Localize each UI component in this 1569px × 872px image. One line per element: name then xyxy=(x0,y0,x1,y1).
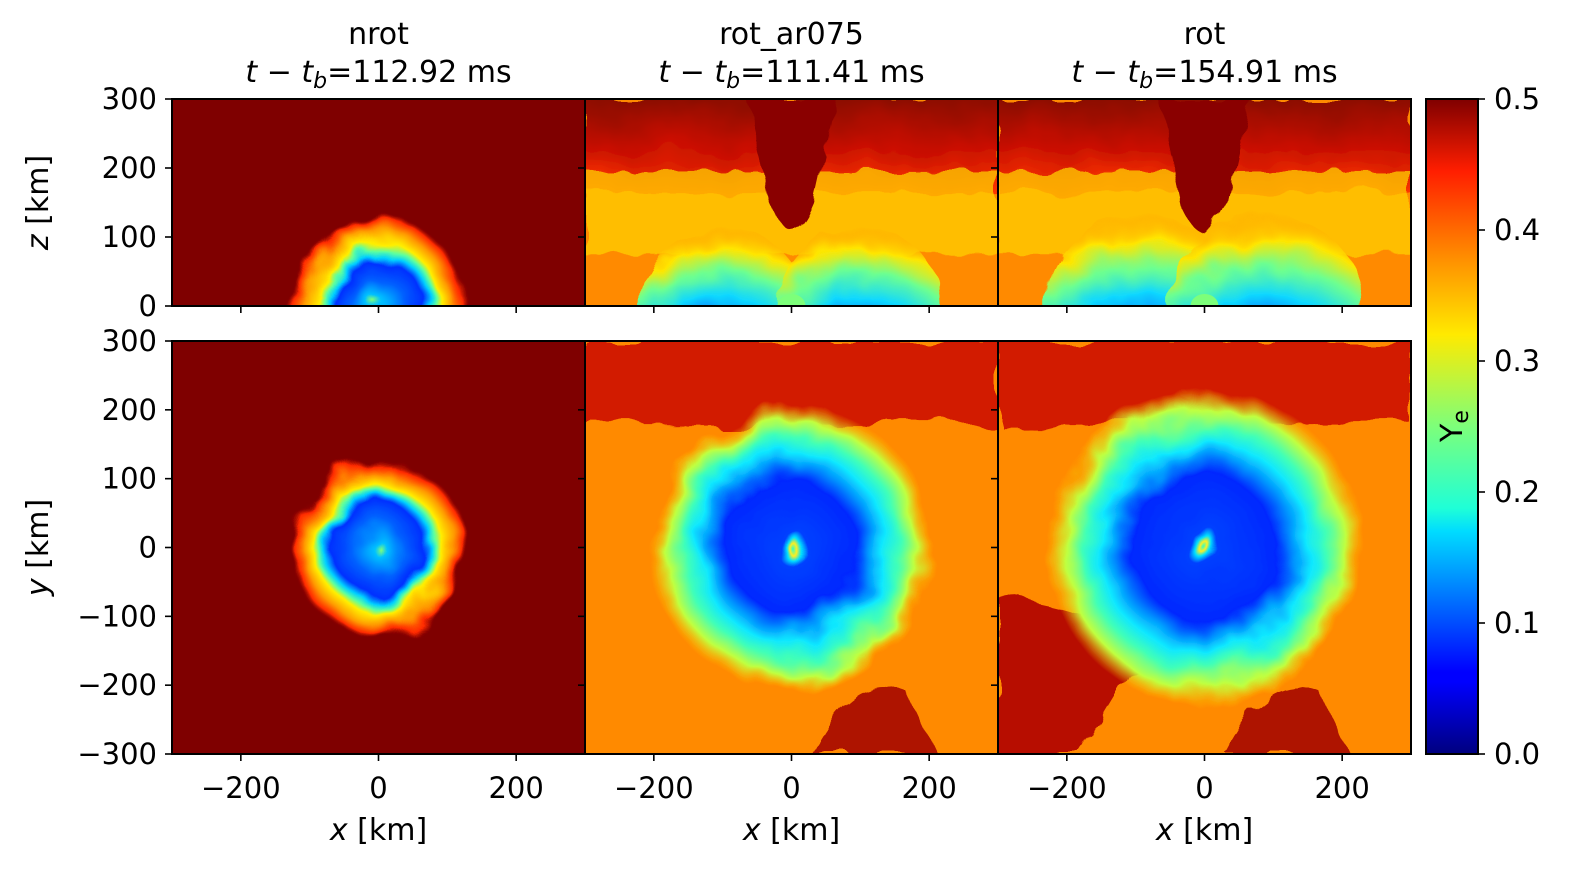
colorbar-tick-label: 0.4 xyxy=(1494,213,1540,247)
x-tick-label: 200 xyxy=(1314,771,1369,805)
panel-lower-nrot xyxy=(172,341,585,754)
y-tick-label: −300 xyxy=(77,737,157,771)
panel-time-nrot: t − tb=112.92 ms xyxy=(245,55,511,94)
x-tick-label: 0 xyxy=(782,771,800,805)
x-tick-label: 200 xyxy=(488,771,543,805)
panel-lower-rot xyxy=(998,341,1411,754)
panel-upper-rot_ar075 xyxy=(585,99,998,306)
y-axis-label: z [km] xyxy=(21,155,56,251)
y-tick-label: −200 xyxy=(77,668,157,702)
spiral-disk xyxy=(649,405,934,690)
panel-title-rot_ar075: rot_ar075 xyxy=(719,17,864,52)
y-tick-label: 200 xyxy=(102,151,157,185)
y-tick-label: 100 xyxy=(102,220,157,254)
panel-upper-rot xyxy=(998,99,1411,306)
panel-time-rot_ar075: t − tb=111.41 ms xyxy=(658,55,924,94)
x-tick-label: −200 xyxy=(614,771,694,805)
spiral-disk xyxy=(1046,389,1363,706)
panel-title-rot: rot xyxy=(1184,17,1226,52)
panel-title-nrot: nrot xyxy=(348,17,409,52)
core xyxy=(777,294,806,306)
polar-bubble xyxy=(1159,99,1250,233)
y-tick-label: −100 xyxy=(77,599,157,633)
panel-upper-nrot xyxy=(172,99,585,306)
y-tick-label: 0 xyxy=(139,531,157,565)
colorbar-tick-label: 0.3 xyxy=(1494,344,1540,378)
shock-region xyxy=(289,458,468,637)
outer-region-bottom xyxy=(812,687,937,754)
y-tick-label: 200 xyxy=(102,393,157,427)
colorbar-tick-label: 0.0 xyxy=(1494,737,1540,771)
shock-region xyxy=(289,216,468,306)
y-axis-label: y [km] xyxy=(21,499,56,597)
x-tick-label: 0 xyxy=(1195,771,1213,805)
colorbar-tick-label: 0.1 xyxy=(1494,606,1540,640)
lobe-right xyxy=(1170,214,1363,306)
panel-time-rot: t − tb=154.91 ms xyxy=(1071,55,1337,94)
colorbar-label: Ye xyxy=(1435,410,1474,443)
x-tick-label: −200 xyxy=(201,771,281,805)
colorbar-tick-label: 0.2 xyxy=(1494,475,1540,509)
colorbar-tick-label: 0.5 xyxy=(1494,82,1540,116)
lobe-left xyxy=(640,227,806,306)
y-tick-label: 300 xyxy=(102,82,157,116)
y-tick-label: 300 xyxy=(102,324,157,358)
panel-lower-rot_ar075 xyxy=(585,341,998,754)
colorbar xyxy=(1425,98,1479,755)
y-tick-label: 0 xyxy=(139,289,157,323)
x-axis-label: x [km] xyxy=(1155,813,1253,848)
outer-region-bottom xyxy=(1225,687,1350,754)
core xyxy=(1190,294,1219,306)
lobe-right xyxy=(777,227,943,306)
x-axis-label: x [km] xyxy=(329,813,427,848)
y-tick-label: 100 xyxy=(102,462,157,496)
x-axis-label: x [km] xyxy=(742,813,840,848)
x-tick-label: 200 xyxy=(901,771,956,805)
x-tick-label: 0 xyxy=(369,771,387,805)
x-tick-label: −200 xyxy=(1027,771,1107,805)
polar-bubble xyxy=(746,99,837,230)
